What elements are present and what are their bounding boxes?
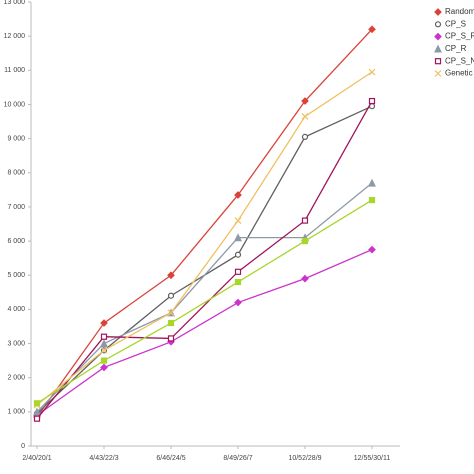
data-point [167, 319, 175, 327]
data-point [100, 346, 108, 354]
y-tick-label: 0 [21, 443, 25, 450]
legend-marker [434, 70, 442, 77]
y-tick-label: 1 000 [7, 409, 25, 416]
data-point [234, 268, 242, 275]
data-point [100, 333, 108, 340]
legend-label: CP_R [445, 44, 467, 53]
legend-marker [434, 58, 442, 65]
data-point [301, 133, 309, 141]
legend-marker [434, 21, 442, 28]
data-point [100, 319, 108, 327]
data-point [33, 400, 41, 407]
y-tick-label: 2 000 [7, 375, 25, 382]
data-point [234, 278, 242, 286]
y-tick-label: 4 000 [7, 306, 25, 313]
data-point [100, 357, 108, 364]
data-point [234, 191, 242, 199]
legend-marker [434, 8, 442, 16]
data-point [33, 415, 41, 422]
data-point [368, 245, 376, 254]
y-tick-label: 10 000 [4, 101, 26, 108]
y-tick-label: 11 000 [4, 67, 25, 74]
data-point [167, 335, 175, 342]
data-point [368, 25, 376, 34]
data-point [368, 196, 376, 204]
data-point [368, 97, 376, 105]
y-tick-label: 9 000 [7, 135, 25, 142]
y-tick-label: 7 000 [7, 204, 25, 211]
data-point [234, 217, 242, 225]
legend-marker [434, 44, 442, 53]
legend-label: CP_S_N [445, 56, 474, 65]
data-point [301, 237, 309, 245]
data-point [301, 97, 309, 105]
data-point [368, 178, 376, 187]
legend-marker [434, 32, 442, 41]
series-line [36, 71, 373, 406]
x-tick-label: 6/46/24/5 [156, 455, 185, 462]
legend-label: CP_S_R [445, 32, 474, 41]
series-line [36, 105, 373, 415]
data-point [301, 217, 309, 224]
legend-label: Random [445, 7, 474, 16]
x-tick-label: 2/40/20/1 [22, 455, 51, 462]
data-point [167, 271, 175, 280]
data-point [167, 292, 175, 299]
data-point [100, 363, 108, 372]
y-tick-label: 3 000 [7, 340, 25, 347]
series-line [36, 100, 373, 420]
data-point [100, 339, 108, 348]
series-line [36, 28, 373, 418]
series-line [36, 182, 373, 413]
legend-label: Genetic [445, 69, 473, 78]
y-tick-label: 13 000 [4, 0, 26, 6]
data-point [368, 68, 376, 76]
data-point [167, 309, 175, 317]
y-tick-label: 8 000 [7, 170, 25, 177]
data-point [301, 274, 309, 283]
x-tick-label: 8/49/26/7 [223, 455, 252, 462]
x-tick-label: 10/52/28/9 [288, 455, 321, 462]
series-line [36, 249, 373, 416]
data-point [234, 298, 242, 307]
y-tick-label: 12 000 [4, 33, 26, 40]
y-tick-label: 5 000 [7, 272, 25, 279]
data-point [234, 251, 242, 258]
x-tick-label: 4/43/22/3 [89, 455, 118, 462]
series-line [36, 199, 373, 404]
data-point [33, 407, 41, 416]
data-point [234, 233, 242, 242]
legend-label: CP_S [445, 19, 466, 28]
y-tick-label: 6 000 [7, 238, 25, 245]
data-point [301, 112, 309, 120]
x-tick-label: 12/55/30/11 [354, 455, 391, 462]
